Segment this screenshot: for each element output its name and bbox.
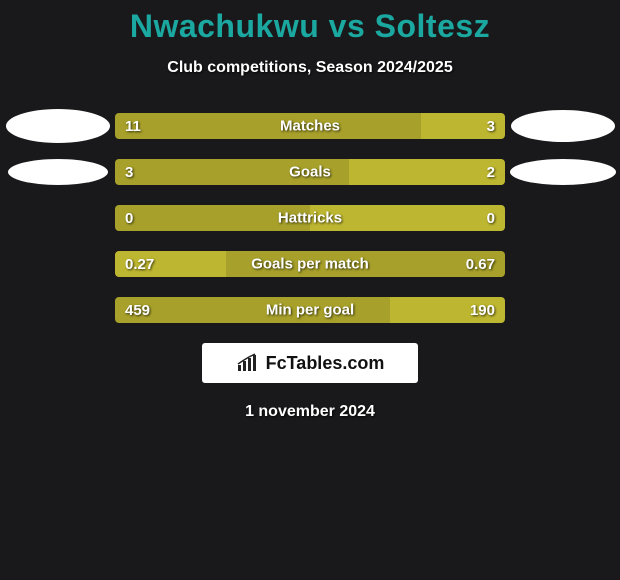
stat-bar: 11 3 Matches — [115, 113, 505, 139]
stat-bar: 0.27 0.67 Goals per match — [115, 251, 505, 277]
stat-label: Min per goal — [266, 302, 354, 319]
stat-row: 3 2 Goals — [0, 159, 620, 185]
avatar-col-right — [505, 159, 620, 185]
stat-value-left: 459 — [125, 302, 150, 319]
snapshot-date: 1 november 2024 — [0, 403, 620, 421]
stat-row: 0.27 0.67 Goals per match — [0, 251, 620, 277]
avatar-col-left — [0, 159, 115, 185]
stat-label: Goals per match — [251, 256, 369, 273]
stat-bar-right: 2 — [349, 159, 505, 185]
stat-value-right: 2 — [487, 164, 495, 181]
stat-value-left: 0.27 — [125, 256, 154, 273]
stat-bar-right: 3 — [421, 113, 505, 139]
stat-bar-right: 190 — [390, 297, 505, 323]
stat-row: 459 190 Min per goal — [0, 297, 620, 323]
stat-bar: 459 190 Min per goal — [115, 297, 505, 323]
stats-list: 11 3 Matches 3 2 Goals 0 0 Hattricks 0.27 0.67 Goal… — [0, 113, 620, 323]
comparison-card: Nwachukwu vs Soltesz Club competitions, … — [0, 0, 620, 421]
stat-label: Goals — [289, 164, 331, 181]
season-subtitle: Club competitions, Season 2024/2025 — [0, 59, 620, 77]
branding-text: FcTables.com — [266, 353, 385, 374]
stat-row: 0 0 Hattricks — [0, 205, 620, 231]
stat-value-right: 0.67 — [466, 256, 495, 273]
stat-value-left: 0 — [125, 210, 133, 227]
stat-value-right: 3 — [487, 118, 495, 135]
team-avatar-left — [8, 159, 108, 185]
page-title: Nwachukwu vs Soltesz — [0, 8, 620, 45]
team-avatar-right — [510, 159, 616, 185]
player-avatar-left — [6, 109, 110, 143]
avatar-col-left — [0, 109, 115, 143]
stat-bar-left: 11 — [115, 113, 421, 139]
stat-value-left: 11 — [125, 118, 141, 135]
avatar-col-right — [505, 110, 620, 142]
stat-value-left: 3 — [125, 164, 133, 181]
stat-bar: 0 0 Hattricks — [115, 205, 505, 231]
branding-badge[interactable]: FcTables.com — [202, 343, 418, 383]
stat-bar-left: 0.27 — [115, 251, 226, 277]
stat-value-right: 0 — [487, 210, 495, 227]
stat-label: Hattricks — [278, 210, 342, 227]
stat-value-right: 190 — [470, 302, 495, 319]
stat-label: Matches — [280, 118, 340, 135]
stat-bar: 3 2 Goals — [115, 159, 505, 185]
player-avatar-right — [511, 110, 615, 142]
chart-icon — [236, 353, 262, 373]
stat-row: 11 3 Matches — [0, 113, 620, 139]
